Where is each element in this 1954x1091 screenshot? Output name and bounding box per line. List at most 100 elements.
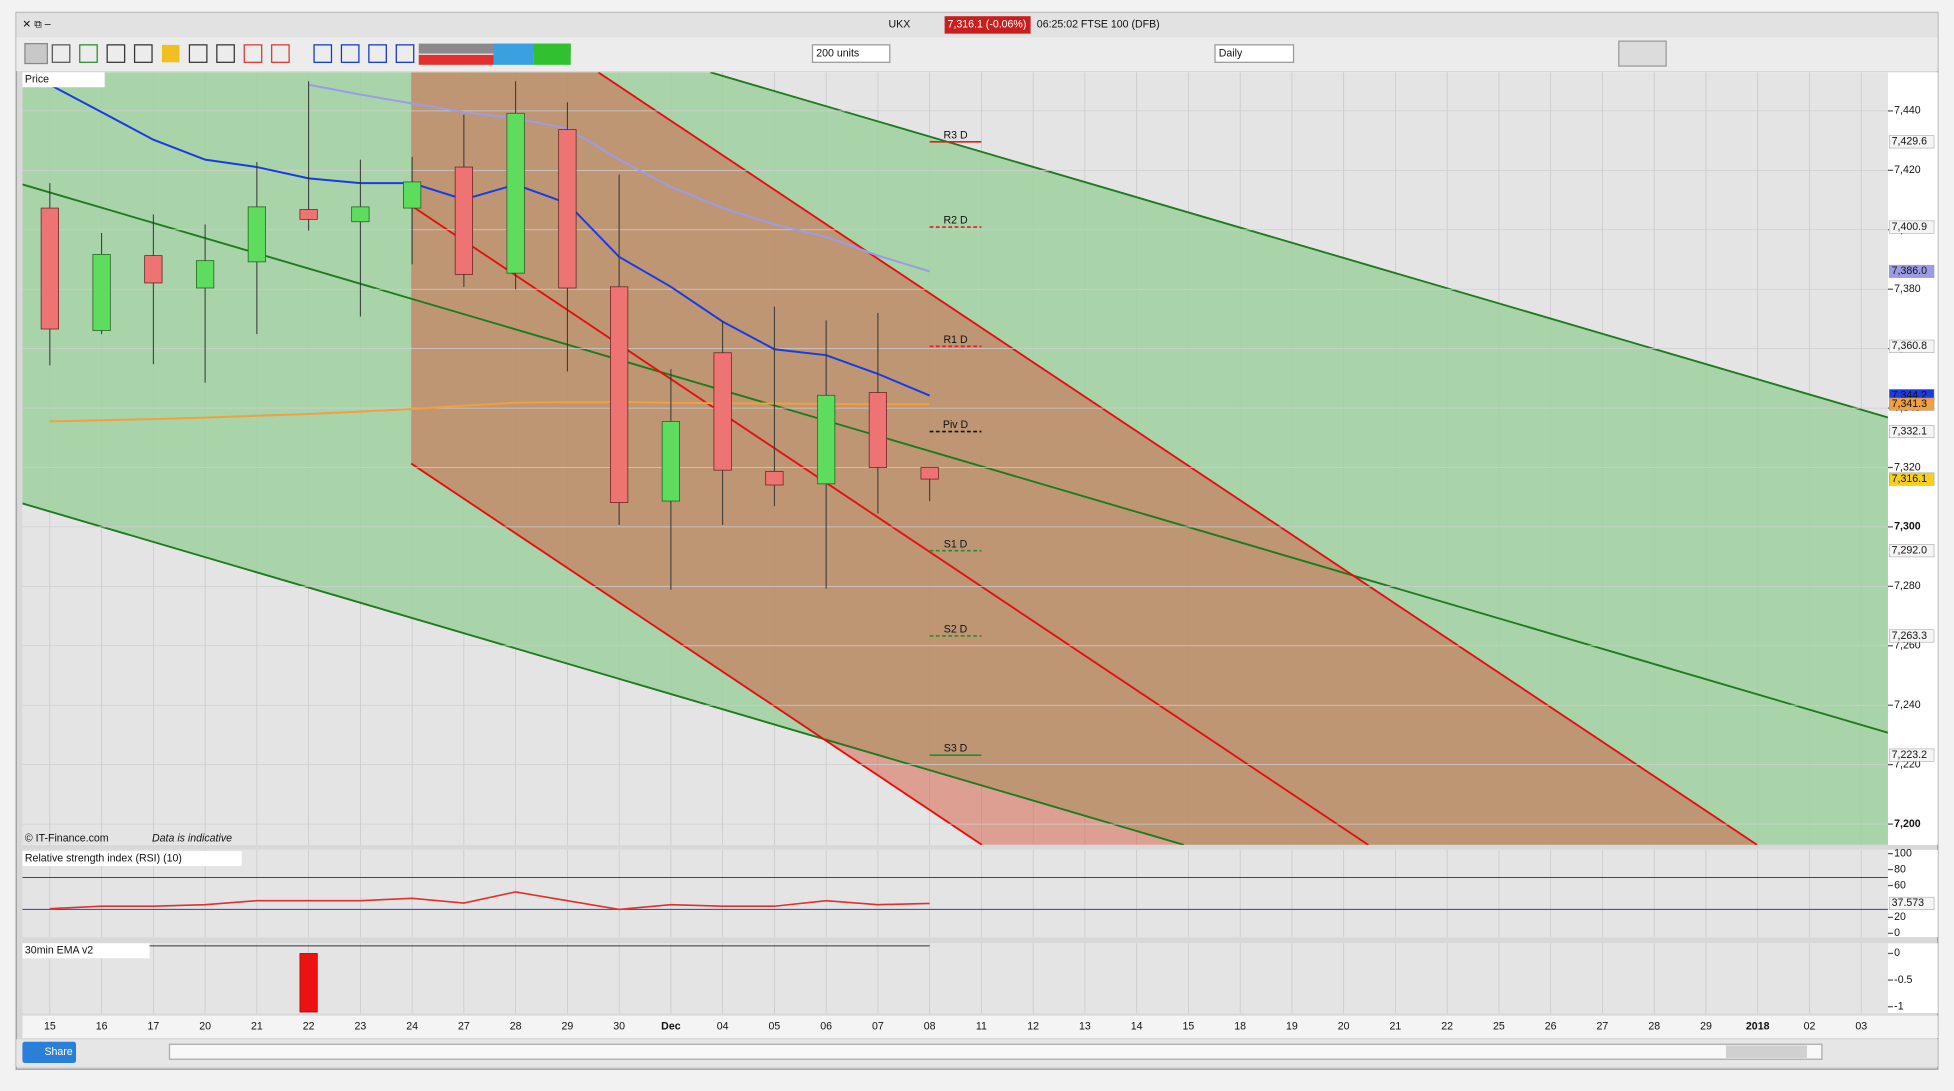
tool-fib[interactable] xyxy=(106,44,126,63)
interval-select[interactable] xyxy=(1214,44,1295,63)
candle-body xyxy=(661,421,680,502)
chart-type-button[interactable] xyxy=(1618,40,1667,67)
x-tick-label: 27 xyxy=(458,1021,470,1033)
candle-body xyxy=(144,255,163,284)
x-tick-label: 28 xyxy=(1648,1021,1660,1033)
rsi-plot-background xyxy=(22,849,1888,938)
x-tick-label: 12 xyxy=(1027,1021,1039,1033)
y-tick-label: 100 xyxy=(1894,847,1912,859)
price-tag-label: 7,360.8 xyxy=(1892,340,1927,352)
rsi-header xyxy=(22,851,242,867)
y-tick-label: 7,420 xyxy=(1894,164,1921,176)
price-tag-label: 7,344.2 xyxy=(1892,389,1927,401)
price-tag-label: 7,316.1 xyxy=(1892,473,1927,485)
candle-body xyxy=(351,206,370,223)
x-tick-label: 15 xyxy=(1183,1021,1195,1033)
y-tick-label: 7,320 xyxy=(1894,461,1921,473)
price-change-box xyxy=(944,16,1031,34)
price-tag-label: 7,263.3 xyxy=(1892,630,1927,642)
x-tick-label: 19 xyxy=(1286,1021,1298,1033)
tool-pointer[interactable] xyxy=(24,42,48,65)
x-tick-label: 05 xyxy=(769,1021,781,1033)
ema-plot-background xyxy=(22,943,1888,1014)
tool-trend[interactable] xyxy=(79,44,98,63)
x-tick-label: 29 xyxy=(1700,1021,1712,1033)
y-tick-label: 20 xyxy=(1894,911,1906,923)
red-channel-upper xyxy=(597,72,1758,845)
color-palette-green[interactable] xyxy=(533,43,571,65)
tool-hammer[interactable] xyxy=(188,44,208,63)
x-tick-label: 14 xyxy=(1131,1021,1143,1033)
x-tick-label: 06 xyxy=(820,1021,832,1033)
y-tick-label: 0 xyxy=(1894,927,1900,939)
x-tick-label: 27 xyxy=(1597,1021,1609,1033)
tool-delete[interactable] xyxy=(216,44,235,63)
tool-ellipse[interactable] xyxy=(340,44,360,63)
price-tag xyxy=(1888,629,1935,643)
color-palette-blue[interactable] xyxy=(493,43,534,65)
candle-body xyxy=(558,129,577,289)
x-tick-label: Dec xyxy=(661,1021,681,1033)
price-tag-label: 7,386.0 xyxy=(1892,265,1927,277)
interval[interactable]: Daily xyxy=(1219,47,1243,59)
tool-alert[interactable] xyxy=(162,44,180,63)
tool-zoom[interactable] xyxy=(51,44,71,63)
x-tick-label: 15 xyxy=(44,1021,56,1033)
x-tick-label: 13 xyxy=(1079,1021,1091,1033)
share-label[interactable]: Share xyxy=(44,1046,72,1058)
drawing-tools xyxy=(24,42,571,65)
price-tag xyxy=(1888,544,1935,558)
units[interactable]: 200 units xyxy=(816,47,859,59)
x-tick-label: 24 xyxy=(406,1021,418,1033)
pivot-label: R1 D xyxy=(943,334,967,346)
candle-body xyxy=(765,470,784,486)
green-channel-lower xyxy=(22,502,1185,845)
rsi-plot xyxy=(22,877,1888,911)
price-header xyxy=(22,72,105,88)
pivot-label: S1 D xyxy=(944,538,968,550)
candle-body xyxy=(92,254,111,331)
tool-rect[interactable] xyxy=(313,44,333,63)
price-tag xyxy=(1888,472,1935,486)
green-channel-middle xyxy=(22,183,1888,734)
candle-body xyxy=(506,112,525,274)
ema-title: 30min EMA v2 xyxy=(25,945,93,957)
x-tick-label: 08 xyxy=(924,1021,936,1033)
share-button[interactable] xyxy=(22,1041,77,1063)
price-tag xyxy=(1888,896,1935,910)
pivot-label: Piv D xyxy=(943,419,969,431)
y-tick-label: 7,300 xyxy=(1894,521,1921,533)
units-select[interactable] xyxy=(811,44,891,63)
tool-text[interactable] xyxy=(133,44,153,63)
tool-pattern[interactable] xyxy=(271,44,290,63)
rsi-title: Relative strength index (RSI) (10) xyxy=(25,852,182,864)
price-tag-label: 7,400.9 xyxy=(1892,221,1927,233)
scroll-thumb[interactable] xyxy=(1725,1045,1807,1058)
tool-line[interactable] xyxy=(395,44,415,63)
scrollbar[interactable] xyxy=(168,1043,1823,1060)
line-series xyxy=(49,401,930,423)
pivot-label: R3 D xyxy=(943,129,967,141)
x-tick-label: 20 xyxy=(199,1021,211,1033)
x-tick-label: 30 xyxy=(613,1021,625,1033)
pivot-label: S2 D xyxy=(944,624,968,636)
window-controls[interactable]: ✕ ⧉ – xyxy=(22,19,50,31)
y-tick-label: 7,200 xyxy=(1894,818,1921,830)
x-tick-label: 04 xyxy=(717,1021,729,1033)
price-tag xyxy=(1888,264,1935,278)
x-tick-label: 07 xyxy=(872,1021,884,1033)
price-tag-label: 37.573 xyxy=(1892,897,1924,909)
price-tag-label: 7,429.6 xyxy=(1892,136,1927,148)
time-market: 06:25:02 FTSE 100 (DFB) xyxy=(1037,19,1160,31)
price-tag xyxy=(1888,135,1935,149)
x-tick-label: 03 xyxy=(1855,1021,1867,1033)
price-tag-label: 7,341.3 xyxy=(1892,398,1927,410)
color-palette-red[interactable] xyxy=(418,54,494,65)
tool-channel[interactable] xyxy=(243,44,263,63)
price-tag xyxy=(1888,748,1935,762)
tool-hline[interactable] xyxy=(368,44,387,63)
candle-body xyxy=(247,206,266,263)
candle-body xyxy=(40,207,59,330)
candle-body xyxy=(817,394,836,485)
toolbar xyxy=(16,37,1938,72)
